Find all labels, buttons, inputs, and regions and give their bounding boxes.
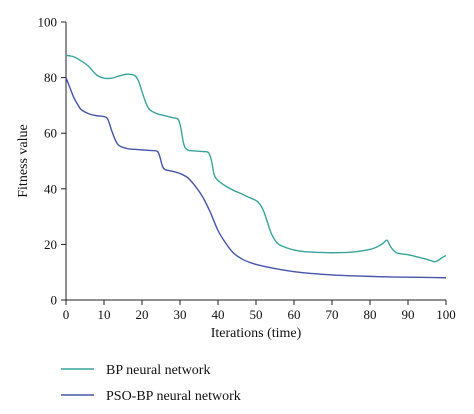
series-layer: [65, 54, 447, 279]
x-tick-label: 0: [63, 307, 70, 322]
y-axis-title: Fitness value: [16, 124, 31, 198]
x-tick-label: 30: [174, 307, 187, 322]
x-axis-title: Iterations (time): [211, 326, 302, 341]
legend: BP neural network PSO-BP neural network: [61, 363, 241, 404]
legend-label-pso-bp: PSO-BP neural network: [106, 389, 241, 404]
series-line-pso-bp: [65, 77, 447, 279]
x-tick-label: 50: [250, 307, 263, 322]
y-tick-label: 80: [44, 70, 57, 85]
x-tick-label: 20: [136, 307, 149, 322]
x-tick-label: 70: [326, 307, 339, 322]
x-tick-label: 90: [402, 307, 415, 322]
x-tick-label: 80: [364, 307, 377, 322]
y-tick-label: 20: [44, 237, 57, 252]
x-tick-label: 10: [98, 307, 111, 322]
x-tick-label: 100: [436, 307, 456, 322]
y-tick-label: 0: [51, 293, 58, 308]
series-line-bp: [65, 54, 447, 263]
x-tick-label: 40: [212, 307, 225, 322]
y-tick-label: 40: [44, 181, 57, 196]
x-tick-label: 60: [288, 307, 301, 322]
y-tick-label: 100: [38, 15, 58, 30]
chart-axes: 0 10 20 30 40 50 60 70 80 90 100 0 20 40 60 80 100: [38, 15, 456, 323]
y-tick-label: 60: [44, 126, 57, 141]
legend-label-bp: BP neural network: [106, 363, 210, 378]
